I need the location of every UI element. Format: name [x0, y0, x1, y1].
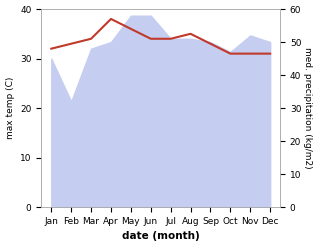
Y-axis label: med. precipitation (kg/m2): med. precipitation (kg/m2) — [303, 47, 313, 169]
X-axis label: date (month): date (month) — [122, 231, 200, 242]
Y-axis label: max temp (C): max temp (C) — [5, 77, 15, 139]
